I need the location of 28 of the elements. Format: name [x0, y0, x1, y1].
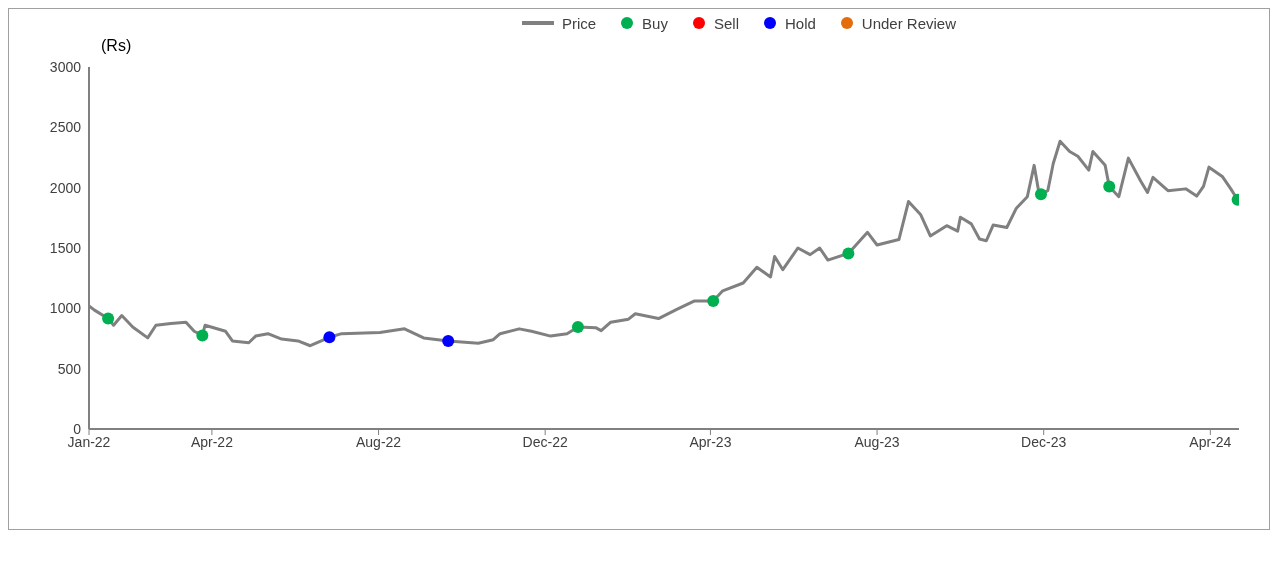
point: [1103, 180, 1116, 193]
legend-label: Hold: [784, 14, 816, 32]
point: [196, 329, 209, 342]
y-tick-label: 3000: [49, 58, 82, 75]
point: [102, 312, 115, 325]
x-tick-label: Aug-22: [355, 433, 402, 450]
x-tick-label: Apr-24: [1189, 433, 1232, 450]
x-tick-label: Apr-23: [689, 433, 732, 450]
point: [323, 331, 336, 344]
point: [707, 295, 720, 308]
y-tick-label: 2000: [49, 179, 82, 196]
legend-label: Buy: [642, 14, 668, 32]
legend-label: Sell: [713, 14, 739, 32]
point: [442, 334, 455, 347]
legend-label: Price: [561, 14, 597, 32]
x-tick-label: Aug-23: [854, 433, 900, 450]
y-tick-label: 1000: [49, 300, 82, 317]
x-tick-label: Apr-22: [190, 433, 234, 450]
point: [571, 321, 584, 334]
y-tick-label: 1500: [49, 239, 82, 256]
x-tick-label: Dec-22: [522, 433, 568, 450]
y-axis-title: (Rs): [101, 37, 132, 55]
y-tick-label: 500: [57, 360, 82, 377]
point: [1034, 188, 1047, 201]
x-tick-label: Dec-23: [1021, 433, 1067, 450]
point: [842, 247, 855, 260]
y-tick-label: 2500: [49, 119, 82, 136]
legend-label: Under Review: [861, 14, 957, 32]
